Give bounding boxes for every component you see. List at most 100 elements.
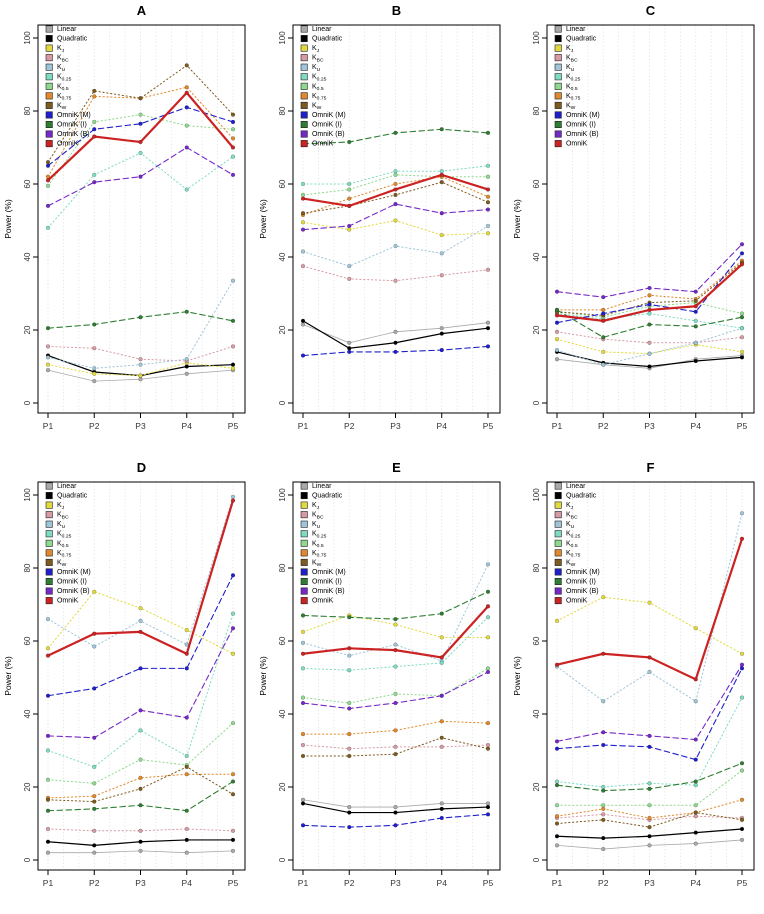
data-point xyxy=(439,635,444,640)
data-point xyxy=(647,655,652,660)
data-point xyxy=(740,651,745,656)
legend-swatch xyxy=(300,140,308,148)
legend-label: Quadratic xyxy=(566,493,597,500)
data-point xyxy=(230,362,236,367)
data-point xyxy=(393,622,398,627)
data-point xyxy=(184,753,189,759)
panel-F: F 0 20 40 60 80 100 P1 P2 P3 P4 P5 Power (%) Linear Qu… xyxy=(509,457,764,914)
data-point xyxy=(300,695,305,700)
data-point xyxy=(45,797,51,802)
legend-label: KBC xyxy=(57,512,69,521)
data-point xyxy=(300,801,305,806)
legend-label: KU xyxy=(566,521,575,530)
legend-label: KW xyxy=(566,559,576,568)
data-point xyxy=(439,273,444,278)
data-point xyxy=(92,378,97,384)
data-point xyxy=(439,180,444,185)
series-linear xyxy=(555,837,745,852)
legend-swatch xyxy=(300,92,308,100)
data-point xyxy=(555,347,560,353)
data-point xyxy=(601,318,606,324)
data-point xyxy=(601,846,606,852)
data-point xyxy=(693,358,699,364)
data-point xyxy=(184,145,189,150)
legend-label: Linear xyxy=(566,483,586,490)
legend-swatch xyxy=(555,597,563,605)
legend: LinearQuadraticKJKBCKUK0.25K0.5K0.75KWOm… xyxy=(300,25,346,148)
legend-label: OmniK xyxy=(312,141,334,148)
data-point xyxy=(45,159,51,165)
legend-label: KJ xyxy=(57,502,65,511)
legend-label: OmniK (M) xyxy=(312,112,346,119)
data-point xyxy=(647,293,652,298)
y-tick-label: 80 xyxy=(278,563,287,572)
y-tick-label: 40 xyxy=(532,252,541,261)
legend-swatch xyxy=(45,25,53,33)
series-k-u xyxy=(45,278,236,371)
y-axis: 0 20 40 60 80 100 xyxy=(532,488,548,862)
legend-label: K0.25 xyxy=(312,531,327,540)
y-axis: 0 20 40 60 80 100 xyxy=(23,488,38,862)
data-point xyxy=(45,355,51,360)
data-point xyxy=(300,211,305,216)
data-point xyxy=(230,344,236,349)
y-tick-label: 20 xyxy=(532,325,541,334)
panel-E: E 0 20 40 60 80 100 P1 P2 P3 P4 P5 Power (%) Linear Qu… xyxy=(255,457,510,914)
series-k-0-25 xyxy=(45,611,236,770)
data-point xyxy=(740,768,745,773)
data-point xyxy=(647,744,652,750)
series-line xyxy=(302,667,489,704)
x-tick-label: P2 xyxy=(598,878,609,888)
legend-label: K0.5 xyxy=(566,540,578,549)
data-point xyxy=(92,180,97,185)
data-point xyxy=(184,90,189,95)
y-tick-label: 20 xyxy=(278,325,287,334)
series-linear xyxy=(300,797,490,810)
legend-swatch xyxy=(300,597,308,605)
y-tick-label: 0 xyxy=(532,857,541,862)
y-tick-label: 40 xyxy=(278,709,287,718)
x-axis: P1 P2 P3 P4 P5 xyxy=(43,870,238,888)
data-point xyxy=(138,828,143,833)
data-point xyxy=(346,804,352,810)
data-point xyxy=(693,810,699,815)
legend-swatch xyxy=(45,35,53,43)
y-tick-label: 80 xyxy=(278,106,287,115)
legend-label: K0.75 xyxy=(57,550,72,559)
data-point xyxy=(601,817,606,823)
data-point xyxy=(601,651,606,656)
data-point xyxy=(300,353,305,358)
data-point xyxy=(647,285,652,291)
data-point xyxy=(555,746,560,751)
x-tick-label: P2 xyxy=(344,421,355,431)
data-point xyxy=(485,174,490,179)
legend-swatch xyxy=(45,520,53,528)
data-point xyxy=(92,850,97,855)
x-tick-label: P1 xyxy=(43,421,54,431)
series-omnik-i- xyxy=(45,779,236,813)
legend-label: Quadratic xyxy=(57,493,88,500)
data-point xyxy=(230,318,236,324)
gridlines xyxy=(47,25,234,413)
data-point xyxy=(138,629,143,635)
data-point xyxy=(647,803,652,808)
data-point xyxy=(346,139,352,145)
legend-label: K0.25 xyxy=(566,531,581,540)
gridlines xyxy=(47,482,234,870)
y-tick-label: 20 xyxy=(278,782,287,791)
series-omnik-b- xyxy=(555,242,745,300)
legend-label: Quadratic xyxy=(57,36,88,43)
legend-swatch xyxy=(300,101,308,109)
legend-swatch xyxy=(45,597,53,605)
data-point xyxy=(138,174,143,179)
plot-box xyxy=(37,24,246,414)
data-point xyxy=(346,223,352,229)
legend-label: Linear xyxy=(566,26,586,33)
legend-swatch xyxy=(300,549,308,557)
data-point xyxy=(647,311,652,316)
data-point xyxy=(346,706,352,711)
data-point xyxy=(92,134,97,139)
data-point xyxy=(485,746,490,751)
series-omnik-b- xyxy=(300,201,490,232)
panel-title: C xyxy=(646,3,656,18)
